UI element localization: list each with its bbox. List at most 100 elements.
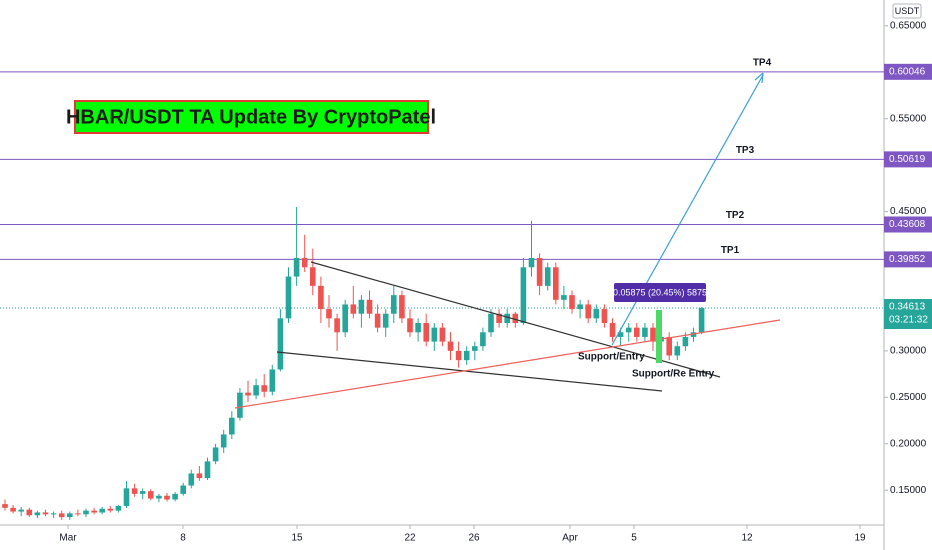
y-tick-label: 0.30000 [890,346,927,357]
trendline [276,351,663,392]
candle-body [293,257,300,277]
candle-body [83,510,89,515]
y-tick-label: 0.20000 [890,438,927,449]
candle-body [601,309,608,324]
level-name: TP2 [726,210,745,221]
candle-body [528,257,535,268]
candle-body [674,346,681,356]
annotation: Support/Entry [578,352,645,363]
x-tick-label: 8 [180,533,186,544]
candle-body [577,304,583,310]
candle-body [34,512,41,516]
candle-body [261,385,267,392]
x-tick-label: 19 [854,533,866,544]
last-price-label: 0.34613 [889,302,926,313]
price-tag-label: 0.50619 [889,154,926,165]
price-tag [884,216,932,233]
candle-body [2,504,8,508]
candle-body [188,473,195,486]
candle-body [301,257,308,268]
candle-body [391,295,397,314]
candle-body [634,327,640,337]
candle-body [75,513,81,515]
y-tick-label: 0.55000 [890,113,927,124]
entry-zone [656,310,662,363]
candle-body [407,318,413,333]
chart-title: HBAR/USDT TA Update By CryptoPatel [66,106,436,128]
candle-body [439,327,446,342]
x-tick-label: 12 [741,533,753,544]
candle-body [204,461,211,479]
candle-body [366,299,373,314]
candle-body [642,327,648,337]
candle-body [237,392,243,418]
candle-body [698,308,705,333]
candle-body [358,299,365,314]
arrow-head [754,72,764,84]
y-tick-label: 0.25000 [890,392,927,403]
candle-body [585,304,591,319]
candle-body [561,295,567,300]
candle-body [512,313,519,324]
candle-body [26,509,33,516]
candle-body [10,507,16,512]
candle-body [148,491,154,499]
candle-body [220,434,227,448]
candle-body [415,323,421,333]
level-name: TP3 [736,145,755,156]
currency-label: USDT [895,6,920,16]
last-price-tag [884,299,932,330]
candle-body [488,313,494,333]
candle-body [447,341,454,351]
candle-body [253,385,259,396]
candle-body [504,313,510,324]
candle-body [99,508,105,513]
candle-body [67,513,73,518]
price-tag [884,251,932,268]
level-name: TP1 [721,245,740,256]
plot: 0.65000 0.55000 0.45000 0.30000 0.25000 0.200… [0,20,932,544]
candle-body [553,267,559,300]
candle-body [326,309,332,319]
price-tag-label: 0.60046 [889,66,926,77]
level-name: TP4 [753,57,772,68]
candle-body [374,313,381,328]
candle-body [139,491,146,494]
candle-body [463,350,470,361]
x-tick-label: Mar [59,533,77,544]
price-tag [884,151,932,168]
candle-body [342,304,348,333]
price-tag [884,63,932,80]
candle-body [625,327,632,333]
candle-body [690,332,697,337]
measure-label: 0.05875 (20.45%) 5875 [613,287,707,297]
candle-body [172,493,178,500]
candle-body [399,295,405,319]
candle-body [593,309,600,319]
candle-body [164,495,170,500]
candle-body [520,267,527,324]
candle-body [455,350,462,361]
candle-body [496,313,502,324]
candle-body [544,267,551,286]
candle-body [650,327,656,342]
candle-body [334,318,340,333]
candle-body [180,485,186,494]
trendline [234,319,781,409]
price-tag-label: 0.43608 [889,219,926,230]
candle-body [423,323,429,342]
y-tick-label: 0.45000 [890,206,927,217]
candle-body [42,512,49,515]
trendline [310,261,721,378]
candle-body [682,336,689,347]
candle-body [58,513,65,518]
candle-body [212,447,219,462]
currency-badge [892,3,922,19]
candle-body [18,509,24,512]
y-tick-label: 0.65000 [890,20,927,31]
candle-body [269,369,276,392]
x-tick-label: Apr [562,533,578,544]
candle-body [50,513,57,515]
